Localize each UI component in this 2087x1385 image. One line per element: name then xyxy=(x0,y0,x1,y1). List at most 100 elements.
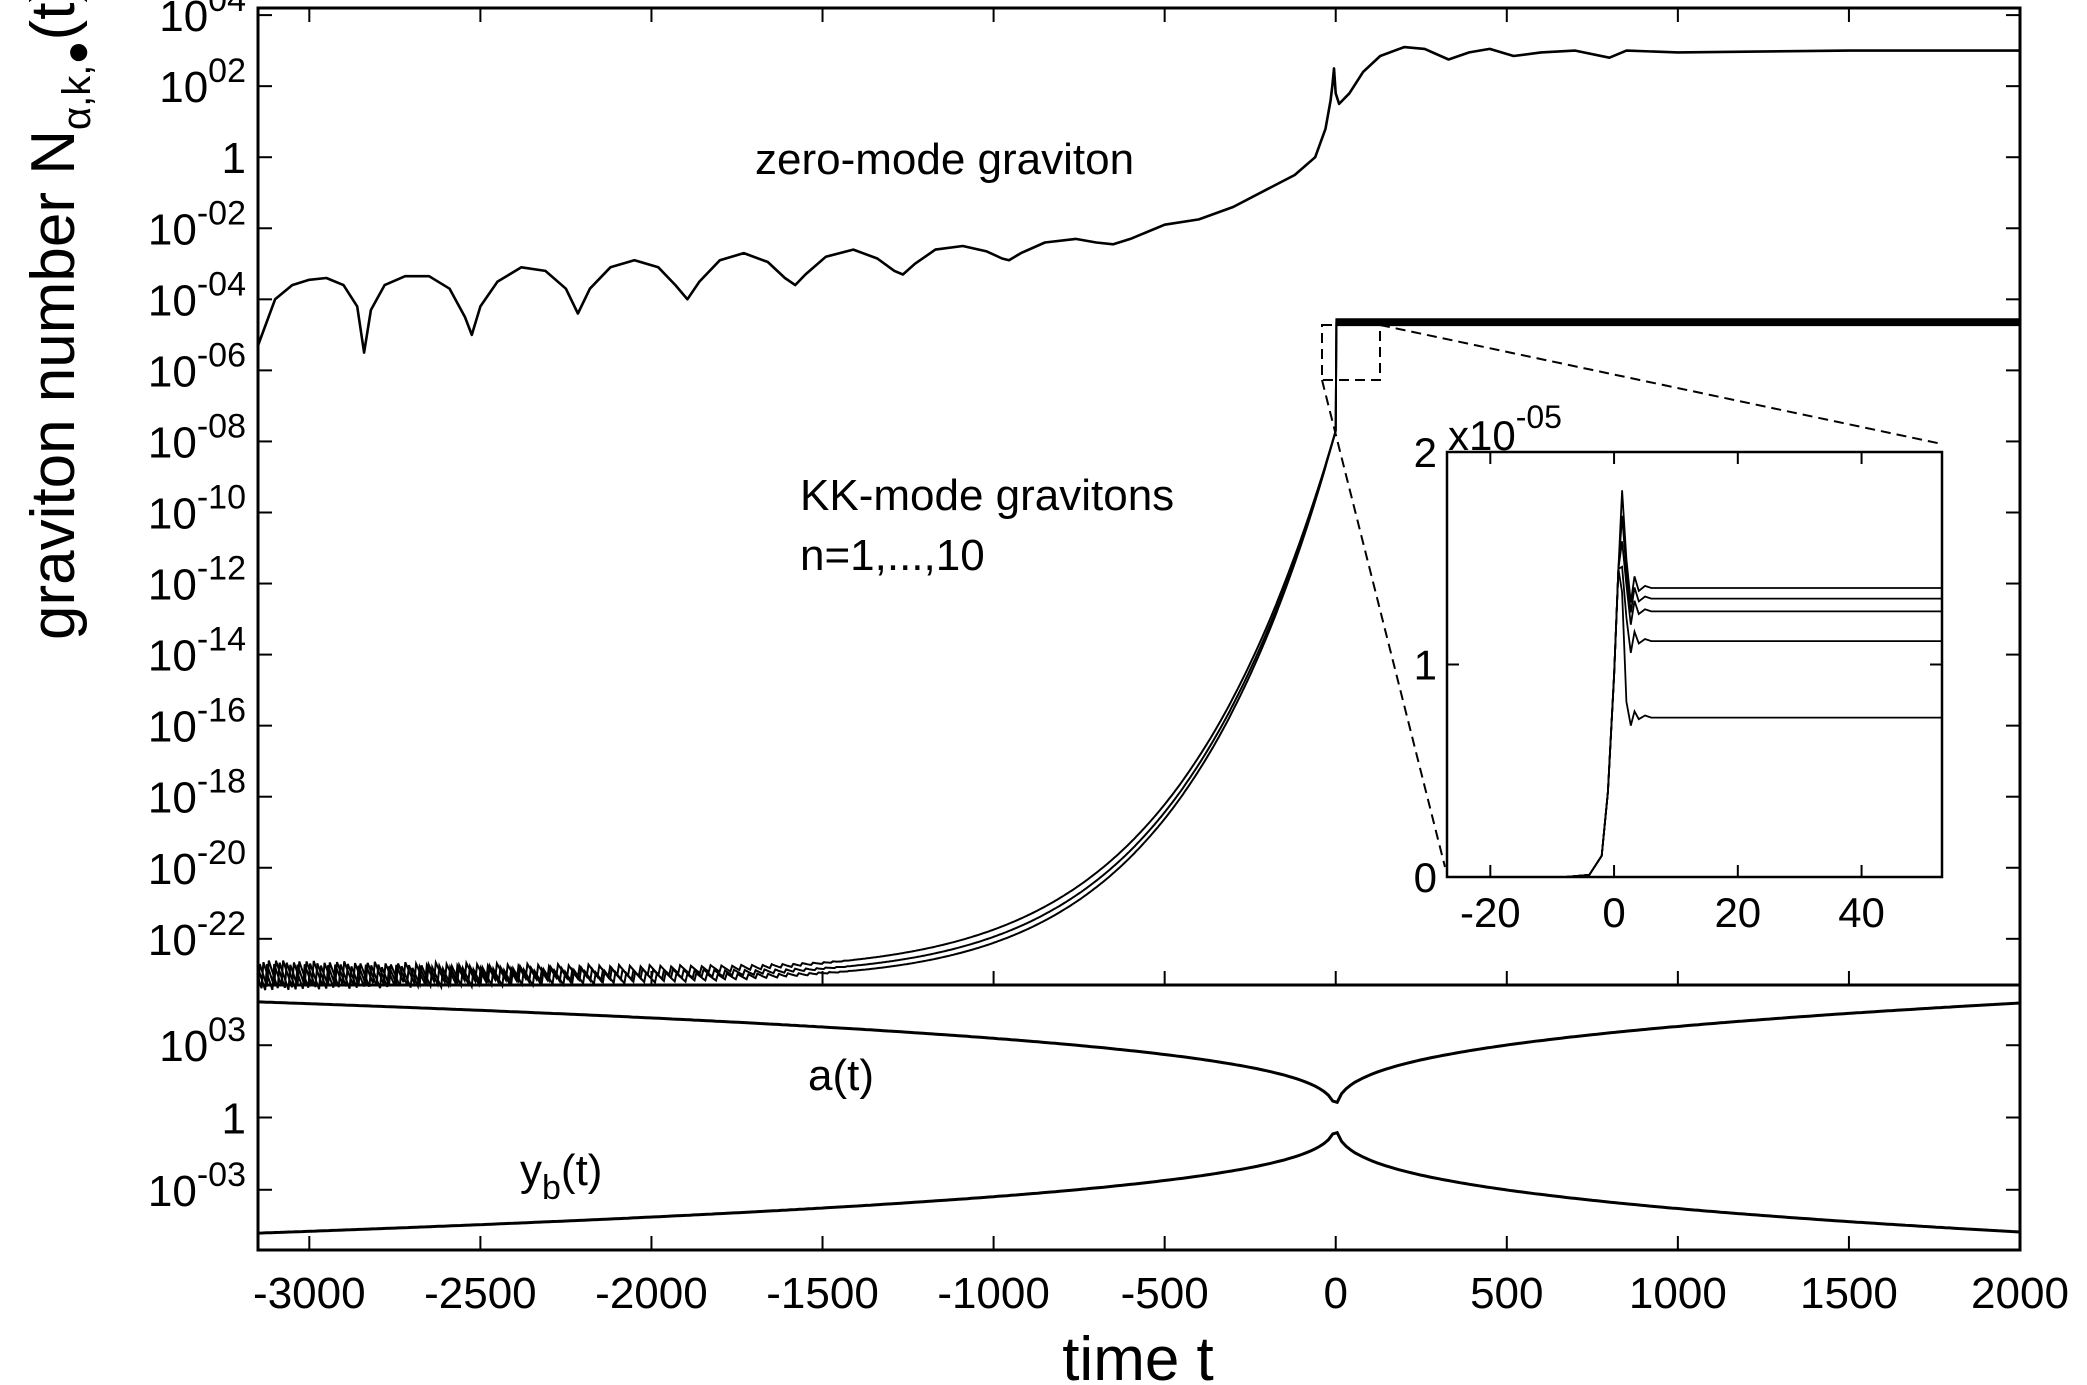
tick-exp: -02 xyxy=(197,194,246,232)
y-axis-title-sub: α,k,● xyxy=(55,40,99,130)
x-tick-label: 1500 xyxy=(1800,1269,1898,1318)
inset-multiplier: x10-05 xyxy=(1448,399,1562,459)
tick-base: 10 xyxy=(159,63,208,112)
top-y-tick-label: 10-22 xyxy=(148,905,246,965)
x-tick-label: -500 xyxy=(1121,1269,1209,1318)
a-t-curve xyxy=(257,1000,2021,1105)
y-axis-title: graviton number Nα,k,●(t) xyxy=(19,0,99,640)
inset-ticks: -20 0 20 40 0 1 2 xyxy=(1414,429,1942,936)
x-tick-label: 1000 xyxy=(1629,1269,1727,1318)
tick-base: 10 xyxy=(148,418,197,467)
top-y-tick-label: 10-14 xyxy=(148,621,246,681)
top-y-tick-label: 10-06 xyxy=(148,336,246,396)
top-curves xyxy=(256,45,2020,991)
tick-base: 10 xyxy=(148,1167,197,1216)
tick-base: 10 xyxy=(148,489,197,538)
zoom-guides xyxy=(1321,324,1943,868)
tick-exp: -22 xyxy=(197,905,246,943)
x-tick-label: -2500 xyxy=(424,1269,537,1318)
tick-base: 10 xyxy=(148,561,197,610)
x-tick-label: 500 xyxy=(1470,1269,1543,1318)
zoom-line-lower xyxy=(1321,379,1446,868)
tick-base: 10 xyxy=(148,774,197,823)
yb-t-curve xyxy=(257,1130,2021,1235)
inset-x-tick-label: 20 xyxy=(1714,889,1761,936)
tick-base: 10 xyxy=(159,1022,208,1071)
yb-t-suffix: (t) xyxy=(561,1146,603,1195)
top-y-tick-label: 10-12 xyxy=(148,550,246,610)
inset-curves xyxy=(1447,490,1942,878)
inset-multiplier-exp: -05 xyxy=(1516,399,1562,435)
inset-chart: -20 0 20 40 0 1 2 x10-05 xyxy=(1414,399,1944,936)
tick-exp: -10 xyxy=(197,478,246,516)
inset-x-tick-label: -20 xyxy=(1460,889,1521,936)
inset-curve xyxy=(1447,568,1942,878)
top-y-tick-label: 10-18 xyxy=(148,763,246,823)
x-ticks: -3000 -2500 -2000 -1500 -1000 -500 0 500 1000 150… xyxy=(253,8,2069,1318)
x-tick-label: 2000 xyxy=(1971,1269,2069,1318)
x-axis-title: time t xyxy=(1062,1325,1214,1385)
x-tick-label: -2000 xyxy=(595,1269,708,1318)
top-y-tick-label: 10-20 xyxy=(148,834,246,894)
zero-mode-label: zero-mode graviton xyxy=(755,135,1134,184)
bottom-curves xyxy=(257,1000,2021,1235)
inset-y-tick-label: 1 xyxy=(1414,642,1437,689)
top-y-tick-label: 10-10 xyxy=(148,478,246,538)
tick-base: 10 xyxy=(159,0,208,41)
inset-frame xyxy=(1445,450,1944,879)
top-panel: 10041002110-0210-0410-0610-0810-1010-121… xyxy=(19,0,2022,991)
inset-y-tick-label: 0 xyxy=(1414,854,1437,901)
kk-mode-label-line1: KK-mode gravitons xyxy=(800,471,1174,520)
zoom-box xyxy=(1321,324,1381,381)
zero-mode-curve xyxy=(256,45,2020,354)
top-y-tick-label: 10-08 xyxy=(148,407,246,467)
bottom-y-tick-label: 10-03 xyxy=(148,1156,246,1216)
inset-x-tick-label: 40 xyxy=(1838,889,1885,936)
tick-exp: 03 xyxy=(208,1011,246,1049)
x-tick-label: 0 xyxy=(1323,1269,1347,1318)
inset-multiplier-base: x10 xyxy=(1448,412,1516,459)
tick-exp: -03 xyxy=(197,1156,246,1194)
yb-t-base: y xyxy=(520,1146,542,1195)
bottom-y-tick-label: 1003 xyxy=(159,1011,246,1071)
inset-x-tick-label: 0 xyxy=(1602,889,1625,936)
tick-exp: 04 xyxy=(208,0,246,19)
y-axis-title-suffix: (t) xyxy=(19,0,88,40)
y-axis-title-main: graviton number N xyxy=(19,130,88,640)
tick-exp: -18 xyxy=(197,763,246,801)
tick-base: 10 xyxy=(148,916,197,965)
kk-mode-curve xyxy=(257,321,2020,991)
top-y-tick-label: 10-04 xyxy=(148,265,246,325)
bottom-plot-frame xyxy=(256,983,2022,1252)
kk-mode-curve xyxy=(257,318,2020,991)
tick-exp: -08 xyxy=(197,407,246,445)
tick-exp: -12 xyxy=(197,550,246,588)
tick-base: 10 xyxy=(148,205,197,254)
top-y-tick-label: 1002 xyxy=(159,52,246,112)
tick-exp: -06 xyxy=(197,336,246,374)
x-tick-label: -3000 xyxy=(253,1269,366,1318)
tick-base: 10 xyxy=(148,632,197,681)
top-y-tick-label: 10-16 xyxy=(148,692,246,752)
top-y-tick-label: 1004 xyxy=(159,0,246,41)
x-tick-label: -1500 xyxy=(766,1269,879,1318)
yb-t-label: yb(t) xyxy=(520,1146,602,1207)
tick-base: 10 xyxy=(148,347,197,396)
inset-y-tick-label: 2 xyxy=(1414,429,1437,476)
top-y-tick-label: 1 xyxy=(222,134,246,183)
tick-base: 10 xyxy=(148,845,197,894)
kk-mode-label-line2: n=1,...,10 xyxy=(800,531,985,580)
tick-exp: -14 xyxy=(197,621,246,659)
yb-t-sub: b xyxy=(542,1169,561,1207)
top-y-ticks: 10041002110-0210-0410-0610-0810-1010-121… xyxy=(148,0,2020,965)
top-y-tick-label: 10-02 xyxy=(148,194,246,254)
a-t-label: a(t) xyxy=(808,1051,874,1100)
tick-exp: -20 xyxy=(197,834,246,872)
tick-exp: -16 xyxy=(197,692,246,730)
x-tick-label: -1000 xyxy=(937,1269,1050,1318)
tick-exp: 02 xyxy=(208,52,246,90)
tick-base: 10 xyxy=(148,703,197,752)
